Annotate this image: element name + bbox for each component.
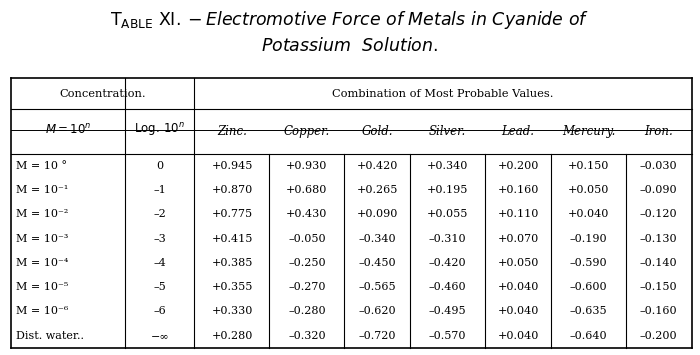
Text: M = 10⁻¹: M = 10⁻¹: [16, 185, 69, 195]
Text: +0.050: +0.050: [568, 185, 609, 195]
Text: +0.430: +0.430: [286, 209, 328, 219]
Text: –0.090: –0.090: [640, 185, 678, 195]
Text: –0.600: –0.600: [570, 282, 607, 292]
Text: +0.945: +0.945: [211, 161, 253, 171]
Text: –0.270: –0.270: [288, 282, 326, 292]
Text: –0.190: –0.190: [570, 234, 607, 244]
Text: –0.450: –0.450: [358, 258, 396, 268]
Text: –0.720: –0.720: [358, 331, 396, 341]
Text: +0.055: +0.055: [427, 209, 468, 219]
Text: –1: –1: [153, 185, 166, 195]
Text: –0.030: –0.030: [640, 161, 678, 171]
Text: Iron.: Iron.: [645, 125, 673, 138]
Text: –0.200: –0.200: [640, 331, 678, 341]
Text: +0.340: +0.340: [427, 161, 468, 171]
Text: +0.040: +0.040: [498, 282, 539, 292]
Text: $\mathrm{Log.}\,10^n$: $\mathrm{Log.}\,10^n$: [134, 121, 185, 138]
Text: +0.150: +0.150: [568, 161, 609, 171]
Text: –0.340: –0.340: [358, 234, 396, 244]
Text: $\it{Potassium\ \ Solution.}$: $\it{Potassium\ \ Solution.}$: [261, 37, 439, 55]
Text: –0.495: –0.495: [429, 306, 466, 316]
Text: –0.460: –0.460: [429, 282, 466, 292]
Text: Lead.: Lead.: [501, 125, 535, 138]
Text: Concentration.: Concentration.: [60, 89, 146, 99]
Text: +0.110: +0.110: [498, 209, 539, 219]
Text: –0.570: –0.570: [429, 331, 466, 341]
Text: Dist. water..: Dist. water..: [16, 331, 84, 341]
Text: +0.680: +0.680: [286, 185, 328, 195]
Text: +0.040: +0.040: [498, 306, 539, 316]
Text: +0.385: +0.385: [211, 258, 253, 268]
Text: M = 10⁻⁵: M = 10⁻⁵: [16, 282, 69, 292]
Text: –3: –3: [153, 234, 166, 244]
Text: –0.280: –0.280: [288, 306, 326, 316]
Text: +0.870: +0.870: [211, 185, 253, 195]
Text: M = 10⁻⁴: M = 10⁻⁴: [16, 258, 69, 268]
Text: M = 10⁻³: M = 10⁻³: [16, 234, 69, 244]
Text: –0.590: –0.590: [570, 258, 607, 268]
Text: –0.635: –0.635: [570, 306, 607, 316]
Text: Silver.: Silver.: [429, 125, 466, 138]
Text: M = 10 °: M = 10 °: [16, 161, 67, 171]
Text: –0.150: –0.150: [640, 282, 678, 292]
Text: –0.565: –0.565: [358, 282, 396, 292]
Text: Mercury.: Mercury.: [561, 125, 615, 138]
Text: +0.420: +0.420: [356, 161, 398, 171]
Text: –6: –6: [153, 306, 166, 316]
Text: +0.265: +0.265: [356, 185, 398, 195]
Text: +0.330: +0.330: [211, 306, 253, 316]
Text: –0.620: –0.620: [358, 306, 396, 316]
Text: +0.280: +0.280: [211, 331, 253, 341]
Text: +0.930: +0.930: [286, 161, 328, 171]
Text: +0.200: +0.200: [498, 161, 539, 171]
Text: $M = 10^n$: $M = 10^n$: [45, 122, 91, 137]
Text: +0.040: +0.040: [498, 331, 539, 341]
Text: +0.415: +0.415: [211, 234, 253, 244]
Text: Copper.: Copper.: [284, 125, 330, 138]
Text: 0: 0: [156, 161, 163, 171]
Text: +0.040: +0.040: [568, 209, 609, 219]
Text: +0.090: +0.090: [356, 209, 398, 219]
Text: –0.250: –0.250: [288, 258, 326, 268]
Text: +0.355: +0.355: [211, 282, 253, 292]
Text: –0.120: –0.120: [640, 209, 678, 219]
Text: –0.140: –0.140: [640, 258, 678, 268]
Text: –5: –5: [153, 282, 166, 292]
Text: +0.070: +0.070: [498, 234, 539, 244]
Text: Zinc.: Zinc.: [217, 125, 247, 138]
Text: –4: –4: [153, 258, 166, 268]
Text: –0.320: –0.320: [288, 331, 326, 341]
Text: –0.640: –0.640: [570, 331, 607, 341]
Text: +0.775: +0.775: [211, 209, 253, 219]
Text: M = 10⁻⁶: M = 10⁻⁶: [16, 306, 69, 316]
Text: +0.160: +0.160: [498, 185, 539, 195]
Text: –2: –2: [153, 209, 166, 219]
Text: $\mathrm{T}_{\mathrm{ABLE}}\ \mathrm{XI.}-$$\it{Electromotive\ Force\ of\ Metals: $\mathrm{T}_{\mathrm{ABLE}}\ \mathrm{XI.…: [111, 9, 589, 31]
Text: −∞: −∞: [150, 331, 169, 341]
Text: +0.050: +0.050: [498, 258, 539, 268]
Text: +0.195: +0.195: [427, 185, 468, 195]
Text: –0.310: –0.310: [429, 234, 466, 244]
Text: –0.130: –0.130: [640, 234, 678, 244]
Text: –0.160: –0.160: [640, 306, 678, 316]
Text: –0.420: –0.420: [429, 258, 466, 268]
Text: Combination of Most Probable Values.: Combination of Most Probable Values.: [332, 89, 554, 99]
Text: –0.050: –0.050: [288, 234, 326, 244]
Text: Gold.: Gold.: [362, 125, 393, 138]
Text: M = 10⁻²: M = 10⁻²: [16, 209, 69, 219]
